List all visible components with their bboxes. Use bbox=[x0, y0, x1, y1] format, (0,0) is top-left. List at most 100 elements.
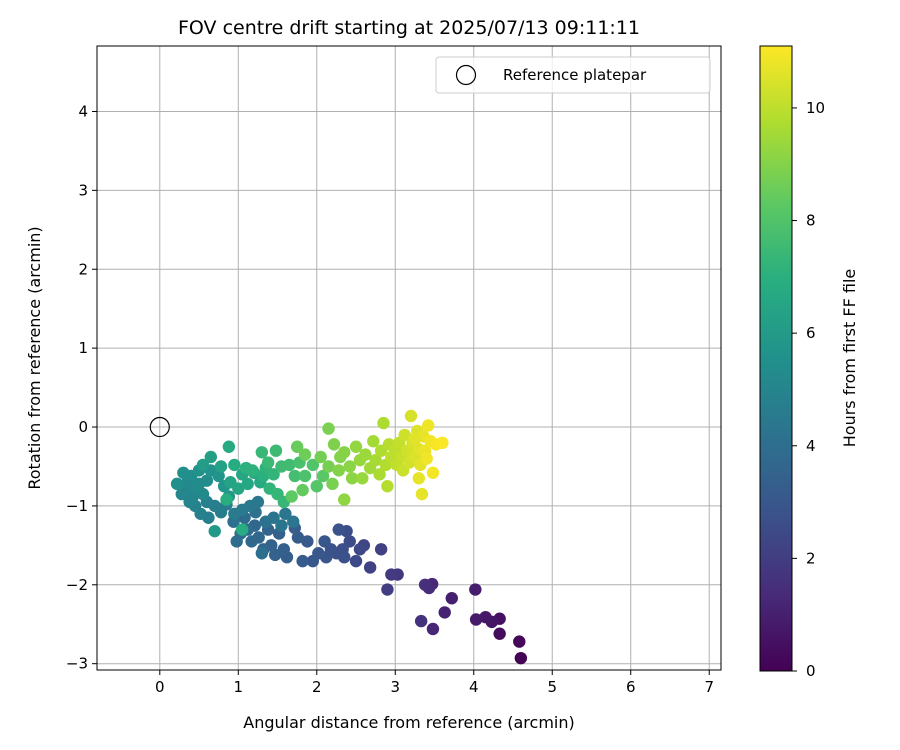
data-point bbox=[214, 460, 228, 473]
data-point bbox=[345, 472, 359, 485]
data-point bbox=[318, 535, 331, 548]
data-point bbox=[338, 550, 351, 564]
data-point bbox=[398, 428, 411, 442]
colorbar-tick-label: 4 bbox=[806, 437, 816, 455]
data-point bbox=[296, 554, 309, 568]
x-tick-label: 4 bbox=[469, 678, 479, 696]
data-point bbox=[422, 419, 435, 432]
data-point bbox=[445, 592, 458, 605]
data-point bbox=[288, 469, 301, 483]
x-tick-label: 6 bbox=[626, 678, 636, 696]
x-tick-label: 3 bbox=[390, 678, 400, 696]
y-tick-label: 1 bbox=[78, 339, 88, 357]
colorbar-tick-label: 10 bbox=[806, 99, 825, 117]
data-point bbox=[367, 435, 380, 448]
data-point bbox=[208, 524, 221, 538]
data-point bbox=[298, 469, 312, 483]
legend: Reference platepar bbox=[435, 56, 711, 94]
data-point bbox=[369, 453, 382, 467]
data-point bbox=[356, 472, 369, 485]
x-axis-label: Angular distance from reference (arcmin) bbox=[243, 713, 574, 732]
data-point bbox=[513, 635, 526, 648]
data-point bbox=[200, 474, 214, 487]
data-point bbox=[269, 444, 283, 457]
data-point bbox=[246, 464, 259, 477]
data-point bbox=[415, 487, 429, 501]
x-tick-label: 1 bbox=[234, 678, 244, 696]
x-tick-label: 0 bbox=[155, 678, 165, 696]
data-point bbox=[343, 535, 356, 548]
y-tick-label: −3 bbox=[66, 655, 88, 673]
data-point bbox=[183, 495, 196, 509]
data-point bbox=[436, 436, 449, 450]
colorbar-tick-label: 8 bbox=[806, 212, 816, 230]
data-point bbox=[314, 450, 327, 464]
legend-marker bbox=[455, 64, 477, 86]
data-point bbox=[220, 493, 233, 506]
data-point bbox=[343, 460, 356, 473]
data-point bbox=[245, 535, 258, 548]
data-point bbox=[267, 511, 280, 524]
data-point bbox=[426, 466, 440, 479]
data-point bbox=[327, 438, 341, 451]
data-point bbox=[514, 651, 528, 665]
legend-box bbox=[435, 56, 711, 94]
y-tick-label: −2 bbox=[66, 576, 88, 594]
data-point bbox=[301, 535, 314, 548]
axis-ticks: 0 1 2 3 4 5 6 7 −3 −2 −1 0 1 2 3 4 bbox=[66, 102, 714, 696]
chart-title: FOV centre drift starting at 2025/07/13 … bbox=[178, 17, 640, 39]
data-point bbox=[326, 477, 339, 491]
data-point bbox=[232, 482, 245, 495]
data-point bbox=[306, 458, 320, 472]
data-point bbox=[287, 515, 300, 528]
data-point bbox=[322, 460, 335, 473]
data-point bbox=[479, 610, 492, 624]
data-point bbox=[241, 477, 254, 491]
colorbar-ticks: 0 2 4 6 8 10 bbox=[792, 99, 825, 680]
data-point bbox=[426, 622, 440, 636]
data-point bbox=[290, 440, 304, 453]
data-point bbox=[279, 507, 292, 521]
colorbar-gradient bbox=[759, 45, 793, 672]
data-points bbox=[170, 409, 528, 665]
data-point bbox=[438, 606, 451, 619]
grid bbox=[97, 46, 721, 670]
data-point bbox=[298, 448, 312, 461]
data-point bbox=[493, 627, 506, 640]
data-point bbox=[261, 456, 275, 469]
colorbar-label: Hours from first FF file bbox=[840, 269, 859, 448]
reference-platepar-marker bbox=[149, 416, 170, 438]
data-point bbox=[420, 452, 433, 465]
data-point bbox=[359, 448, 372, 461]
data-point bbox=[338, 446, 351, 459]
colorbar-tick-label: 6 bbox=[806, 324, 816, 342]
data-point bbox=[285, 490, 298, 503]
data-point bbox=[275, 519, 288, 532]
legend-entry-reference-platepar: Reference platepar bbox=[503, 66, 647, 84]
y-tick-label: 0 bbox=[78, 418, 88, 436]
x-tick-label: 7 bbox=[704, 678, 714, 696]
data-point bbox=[373, 468, 386, 481]
data-point bbox=[381, 583, 394, 596]
data-point bbox=[228, 458, 241, 472]
data-point bbox=[322, 422, 335, 435]
data-point bbox=[283, 458, 296, 472]
colorbar: 0 2 4 6 8 10 Hours from first FF file bbox=[759, 45, 859, 680]
data-point bbox=[332, 464, 345, 477]
x-tick-label: 5 bbox=[547, 678, 557, 696]
data-point bbox=[418, 578, 432, 592]
data-point bbox=[196, 487, 210, 501]
y-tick-label: 3 bbox=[78, 181, 88, 199]
y-axis-label: Rotation from reference (arcmin) bbox=[25, 226, 44, 489]
colorbar-tick-label: 2 bbox=[806, 549, 816, 567]
data-point bbox=[338, 493, 351, 506]
data-point bbox=[332, 523, 345, 536]
data-point bbox=[267, 468, 280, 481]
data-point bbox=[374, 543, 388, 556]
reference-point bbox=[149, 416, 170, 438]
data-point bbox=[222, 440, 236, 453]
data-point bbox=[404, 409, 418, 423]
data-point bbox=[349, 440, 363, 453]
data-point bbox=[316, 469, 330, 483]
